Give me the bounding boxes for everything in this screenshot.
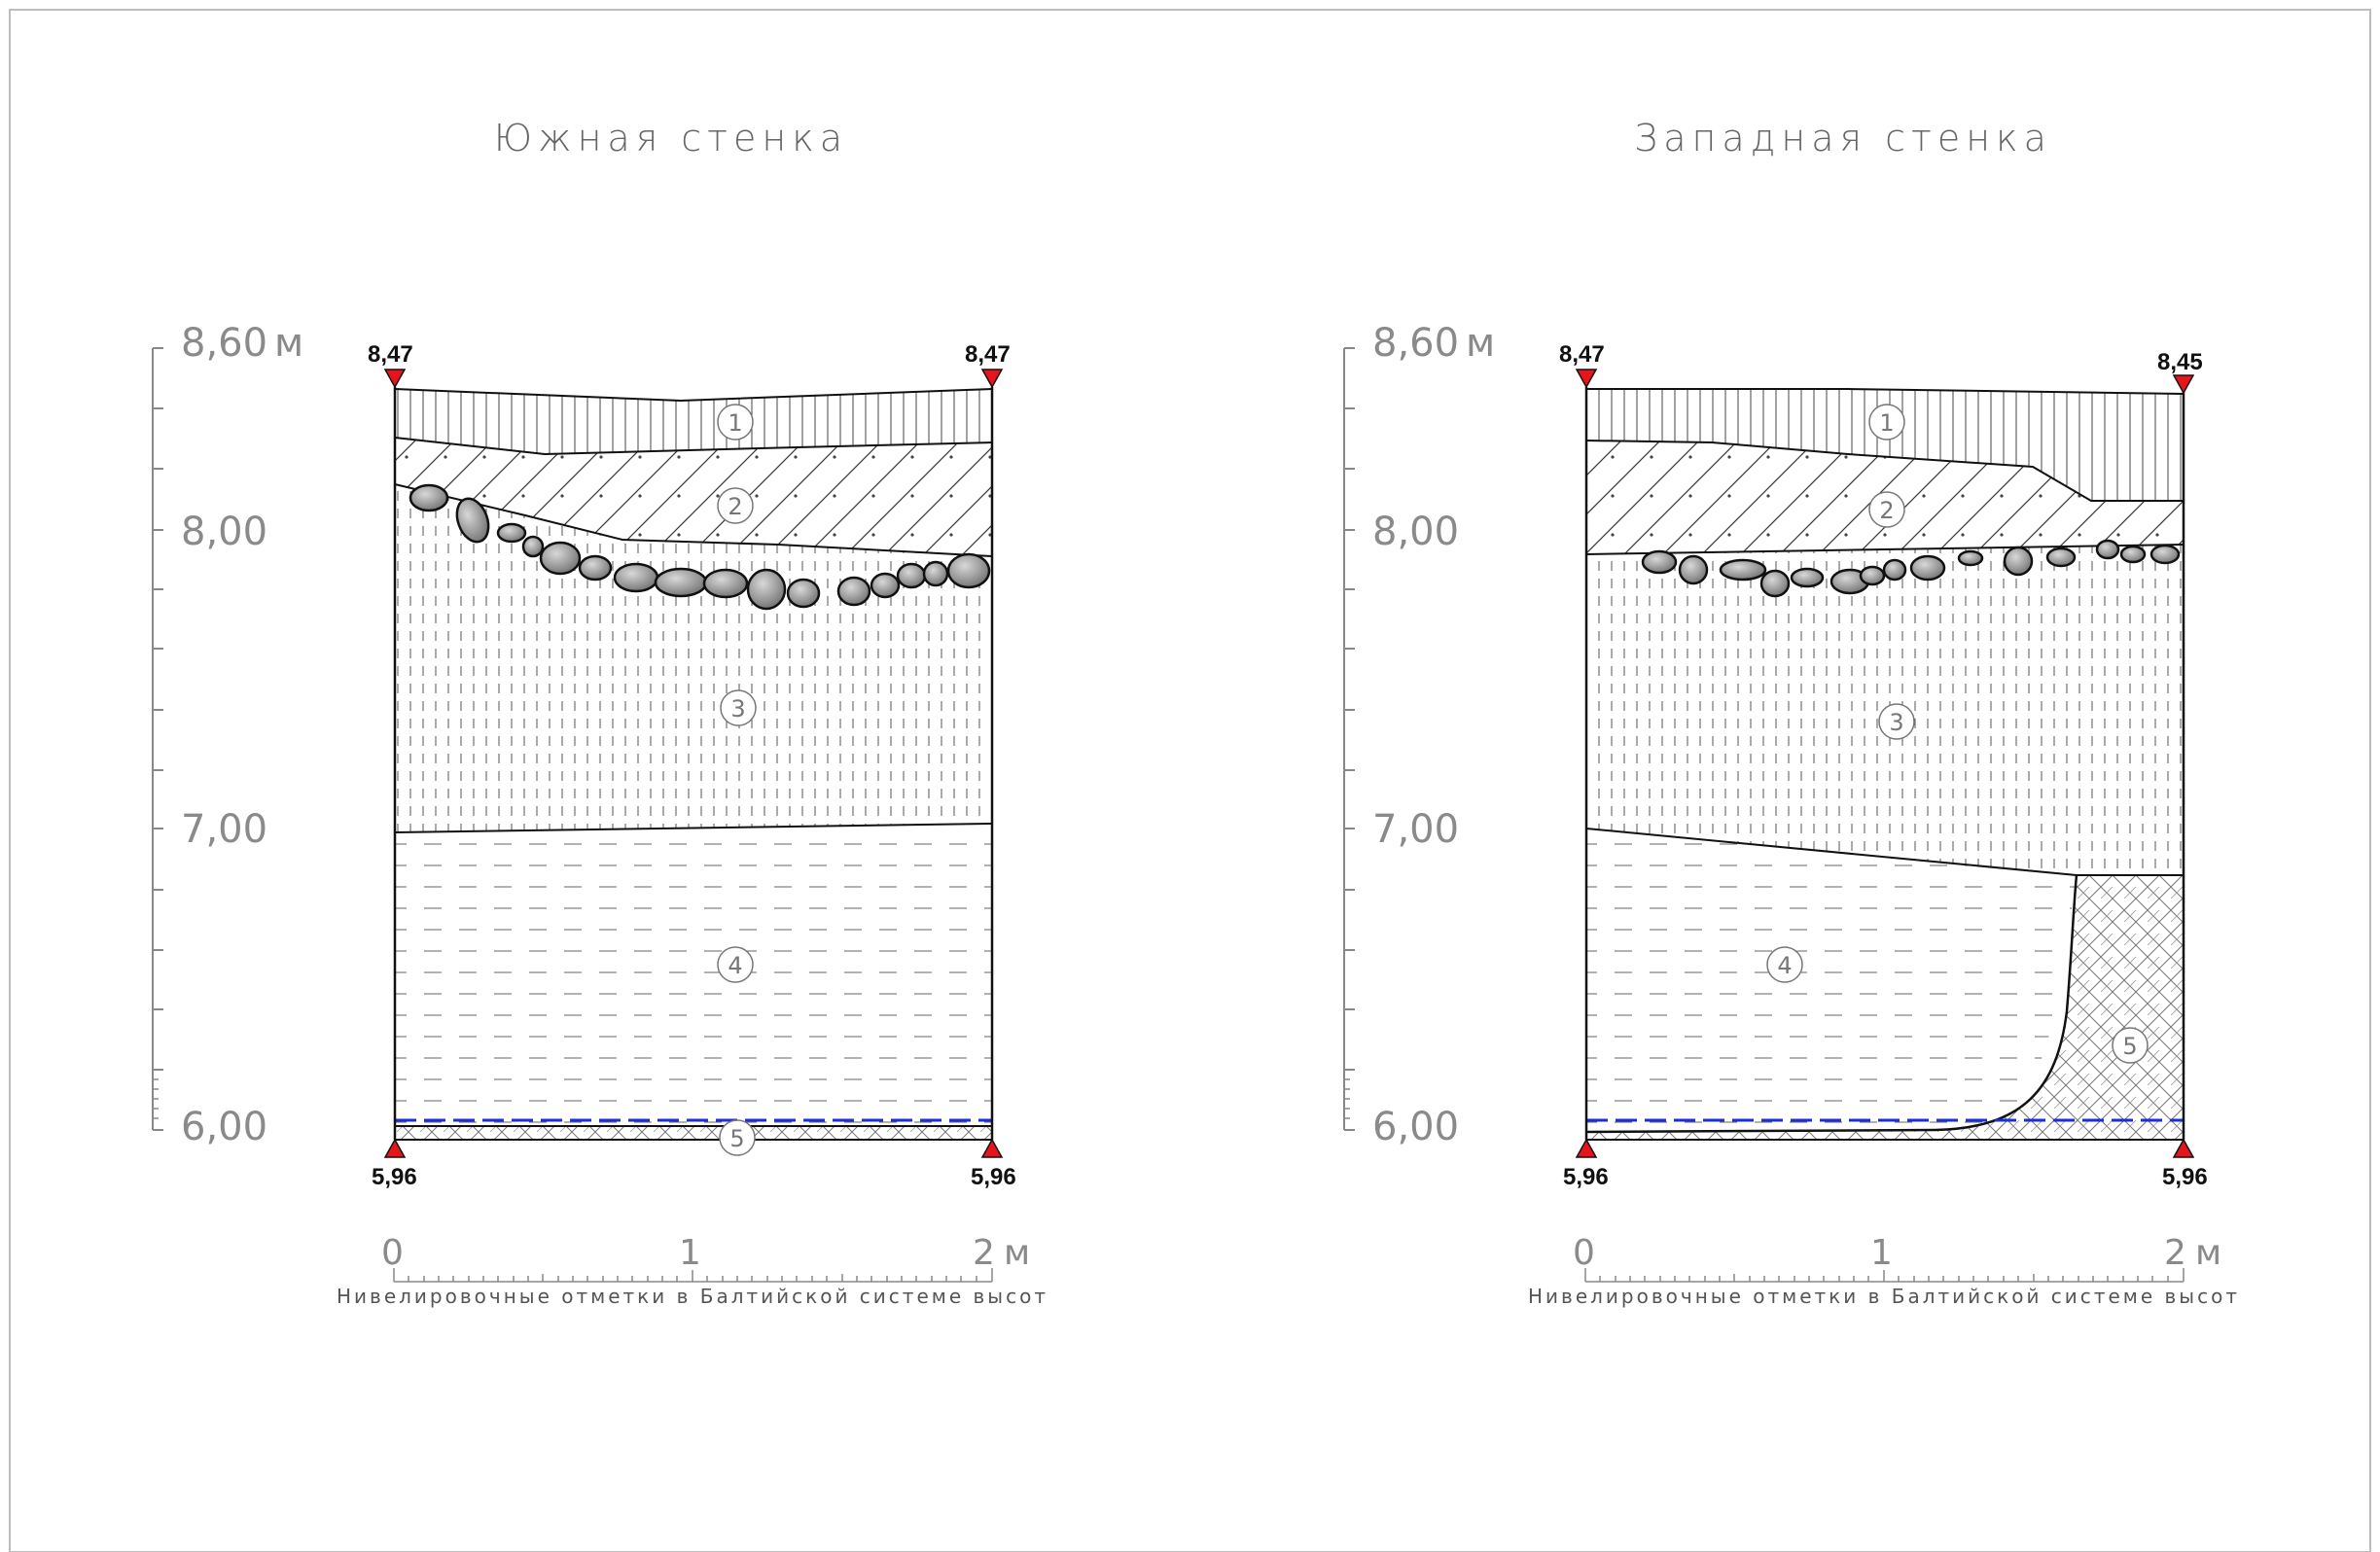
south-mark-bottom-right: 5,96 xyxy=(971,1164,1016,1190)
south-elev-700: 7,00 xyxy=(181,807,267,852)
west-mark-top-right: 8,45 xyxy=(2157,349,2203,375)
south-benchmark-top-right xyxy=(980,369,1004,389)
south-layer-2 xyxy=(395,438,992,556)
south-caption: Нивелировочные отметки в Балтийской сист… xyxy=(337,1285,1048,1308)
south-layer-1 xyxy=(395,389,992,454)
south-layer-3 xyxy=(395,484,992,832)
west-layer-labels: 1 2 3 4 5 xyxy=(1766,404,2149,1064)
west-scale-0: 0 xyxy=(1573,1233,1595,1273)
south-elevation-ruler xyxy=(152,347,163,1131)
west-mark-bottom-left: 5,96 xyxy=(1563,1164,1609,1190)
south-layer-label-4: 4 xyxy=(728,952,742,979)
south-layer-4 xyxy=(395,824,992,1123)
west-layer-label-1: 1 xyxy=(1879,409,1894,437)
west-wall-panel: Западная стенка 8,60 м 8,00 xyxy=(1343,117,2240,1308)
west-layer-5 xyxy=(1586,875,2184,1140)
west-wall-title: Западная стенка xyxy=(1634,117,2052,159)
west-layer-label-2: 2 xyxy=(1879,497,1894,524)
west-stone-layer xyxy=(1641,539,2181,598)
west-benchmark-bottom-left xyxy=(1575,1138,1598,1158)
west-elev-600: 6,00 xyxy=(1372,1105,1459,1149)
west-caption: Нивелировочные отметки в Балтийской сист… xyxy=(1528,1285,2240,1308)
south-wall-title: Южная стенка xyxy=(494,117,848,159)
south-layer-label-1: 1 xyxy=(728,409,742,437)
south-wall-panel: Южная стенка 8,60 м 8,00 7,0 xyxy=(152,117,1048,1308)
south-benchmark-bottom-left xyxy=(383,1138,407,1158)
south-horizontal-scale xyxy=(393,1268,993,1283)
south-scale-unit: м xyxy=(1004,1233,1030,1273)
west-benchmark-bottom-right xyxy=(2172,1138,2195,1158)
south-layer-label-3: 3 xyxy=(730,695,745,723)
south-scale-0: 0 xyxy=(381,1233,404,1273)
west-horizontal-scale xyxy=(1584,1268,2185,1283)
west-benchmark-top-left xyxy=(1575,369,1598,389)
west-scale-unit: м xyxy=(2195,1233,2221,1273)
west-layer-label-5: 5 xyxy=(2122,1033,2137,1060)
west-layer-1 xyxy=(1586,389,2184,501)
west-elev-700: 7,00 xyxy=(1372,807,1459,852)
south-stone-layer xyxy=(409,483,991,611)
west-layer-label-4: 4 xyxy=(1777,952,1792,979)
west-elevation-ruler xyxy=(1343,347,1355,1131)
west-mark-bottom-right: 5,96 xyxy=(2162,1164,2208,1190)
south-elev-800: 8,00 xyxy=(181,510,267,554)
west-scale-2: 2 xyxy=(2164,1233,2186,1273)
west-elev-unit: м xyxy=(1466,321,1495,366)
south-layer-label-5: 5 xyxy=(729,1125,744,1152)
south-scale-2: 2 xyxy=(973,1233,995,1273)
south-layer-labels: 1 2 3 4 5 xyxy=(717,404,757,1156)
south-mark-bottom-left: 5,96 xyxy=(372,1164,417,1190)
south-benchmark-bottom-right xyxy=(980,1138,1004,1158)
south-elev-unit: м xyxy=(274,321,303,366)
south-benchmark-top-left xyxy=(383,369,407,389)
west-scale-1: 1 xyxy=(1870,1233,1893,1273)
west-benchmark-top-right xyxy=(2172,374,2195,395)
west-layer-label-3: 3 xyxy=(1889,709,1903,736)
south-elev-600: 6,00 xyxy=(181,1105,267,1149)
west-layer-4 xyxy=(1586,829,2077,1132)
page-frame xyxy=(9,9,2371,1552)
south-mark-top-left: 8,47 xyxy=(368,341,413,368)
west-mark-top-left: 8,47 xyxy=(1559,341,1605,368)
south-layer-label-2: 2 xyxy=(728,493,742,520)
south-layer-5 xyxy=(395,1126,992,1140)
south-elev-860: 8,60 xyxy=(181,321,267,366)
west-elev-860: 8,60 xyxy=(1372,321,1459,366)
west-elev-800: 8,00 xyxy=(1372,510,1459,554)
south-mark-top-right: 8,47 xyxy=(965,341,1011,368)
south-scale-1: 1 xyxy=(679,1233,701,1273)
